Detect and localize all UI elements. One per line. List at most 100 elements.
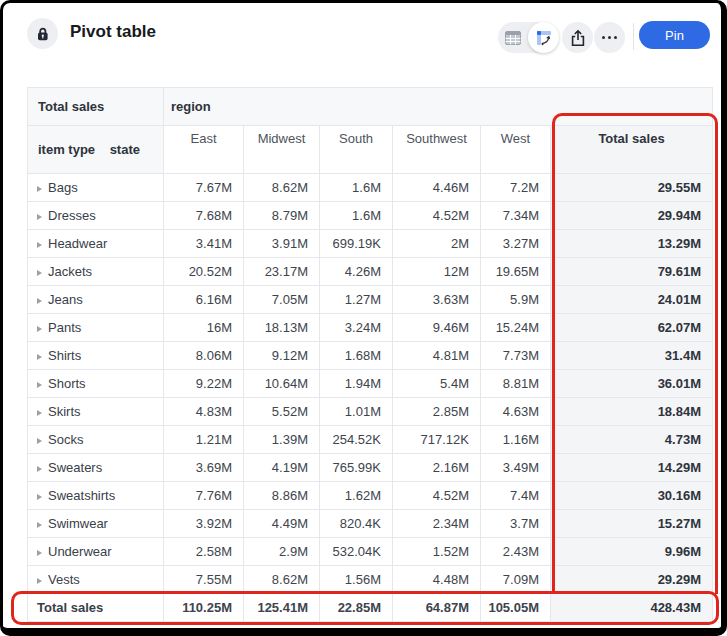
value-cell[interactable]: 16M — [164, 314, 244, 342]
value-cell[interactable]: 7.05M — [244, 286, 320, 314]
expand-chevron-icon[interactable] — [37, 242, 42, 248]
value-cell[interactable]: 29.29M — [551, 566, 713, 594]
value-cell[interactable]: 7.55M — [164, 566, 244, 594]
expand-chevron-icon[interactable] — [37, 270, 42, 276]
row-label-cell[interactable]: Skirts — [28, 398, 164, 426]
value-cell[interactable]: 2M — [393, 230, 481, 258]
value-cell[interactable]: 2.34M — [393, 510, 481, 538]
row-dimension-item-type[interactable]: item type — [38, 142, 95, 157]
value-cell[interactable]: 15.24M — [481, 314, 551, 342]
value-cell[interactable]: 3.49M — [481, 454, 551, 482]
value-cell[interactable]: 18.84M — [551, 398, 713, 426]
row-label-cell[interactable]: Vests — [28, 566, 164, 594]
grand-total-cell[interactable]: 110.25M — [164, 594, 244, 622]
share-button[interactable] — [562, 22, 593, 53]
expand-chevron-icon[interactable] — [37, 214, 42, 220]
value-cell[interactable]: 3.7M — [481, 510, 551, 538]
value-cell[interactable]: 717.12K — [393, 426, 481, 454]
grand-total-cell[interactable]: 64.87M — [393, 594, 481, 622]
value-cell[interactable]: 8.79M — [244, 202, 320, 230]
value-cell[interactable]: 9.46M — [393, 314, 481, 342]
row-label-cell[interactable]: Sweatshirts — [28, 482, 164, 510]
value-cell[interactable]: 7.2M — [481, 174, 551, 202]
value-cell[interactable]: 1.39M — [244, 426, 320, 454]
value-cell[interactable]: 4.73M — [551, 426, 713, 454]
row-dimension-state[interactable]: state — [110, 142, 140, 157]
column-header[interactable]: South — [320, 126, 393, 174]
grand-total-cell[interactable]: 105.05M — [481, 594, 551, 622]
expand-chevron-icon[interactable] — [37, 186, 42, 192]
expand-chevron-icon[interactable] — [37, 354, 42, 360]
value-cell[interactable]: 7.76M — [164, 482, 244, 510]
pin-button[interactable]: Pin — [639, 21, 710, 49]
value-cell[interactable]: 4.46M — [393, 174, 481, 202]
value-cell[interactable]: 4.48M — [393, 566, 481, 594]
value-cell[interactable]: 79.61M — [551, 258, 713, 286]
grand-total-cell[interactable]: 428.43M — [551, 594, 713, 622]
value-cell[interactable]: 9.22M — [164, 370, 244, 398]
value-cell[interactable]: 18.13M — [244, 314, 320, 342]
value-cell[interactable]: 30.16M — [551, 482, 713, 510]
value-cell[interactable]: 4.52M — [393, 482, 481, 510]
row-label-cell[interactable]: Jeans — [28, 286, 164, 314]
column-header[interactable]: Southwest — [393, 126, 481, 174]
value-cell[interactable]: 820.4K — [320, 510, 393, 538]
row-label-cell[interactable]: Shorts — [28, 370, 164, 398]
row-label-cell[interactable]: Swimwear — [28, 510, 164, 538]
value-cell[interactable]: 4.63M — [481, 398, 551, 426]
expand-chevron-icon[interactable] — [37, 438, 42, 444]
value-cell[interactable]: 4.26M — [320, 258, 393, 286]
value-cell[interactable]: 765.99K — [320, 454, 393, 482]
row-label-cell[interactable]: Dresses — [28, 202, 164, 230]
value-cell[interactable]: 13.29M — [551, 230, 713, 258]
lock-button[interactable] — [27, 18, 58, 49]
value-cell[interactable]: 1.01M — [320, 398, 393, 426]
value-cell[interactable]: 1.6M — [320, 174, 393, 202]
value-cell[interactable]: 2.16M — [393, 454, 481, 482]
value-cell[interactable]: 62.07M — [551, 314, 713, 342]
expand-chevron-icon[interactable] — [37, 382, 42, 388]
value-cell[interactable]: 4.19M — [244, 454, 320, 482]
value-cell[interactable]: 532.04K — [320, 538, 393, 566]
column-header[interactable]: West — [481, 126, 551, 174]
row-label-cell[interactable]: Bags — [28, 174, 164, 202]
value-cell[interactable]: 7.68M — [164, 202, 244, 230]
expand-chevron-icon[interactable] — [37, 494, 42, 500]
value-cell[interactable]: 7.4M — [481, 482, 551, 510]
value-cell[interactable]: 4.49M — [244, 510, 320, 538]
column-dimension-label[interactable]: region — [164, 88, 713, 126]
value-cell[interactable]: 1.52M — [393, 538, 481, 566]
expand-chevron-icon[interactable] — [37, 522, 42, 528]
value-cell[interactable]: 1.27M — [320, 286, 393, 314]
value-cell[interactable]: 1.16M — [481, 426, 551, 454]
grand-total-cell[interactable]: 125.41M — [244, 594, 320, 622]
value-cell[interactable]: 29.94M — [551, 202, 713, 230]
value-cell[interactable]: 24.01M — [551, 286, 713, 314]
value-cell[interactable]: 15.27M — [551, 510, 713, 538]
value-cell[interactable]: 14.29M — [551, 454, 713, 482]
value-cell[interactable]: 7.67M — [164, 174, 244, 202]
expand-chevron-icon[interactable] — [37, 466, 42, 472]
value-cell[interactable]: 7.34M — [481, 202, 551, 230]
value-cell[interactable]: 6.16M — [164, 286, 244, 314]
value-cell[interactable]: 1.56M — [320, 566, 393, 594]
value-cell[interactable]: 8.62M — [244, 174, 320, 202]
more-options-button[interactable] — [594, 22, 625, 53]
expand-chevron-icon[interactable] — [37, 298, 42, 304]
value-cell[interactable]: 19.65M — [481, 258, 551, 286]
value-cell[interactable]: 5.4M — [393, 370, 481, 398]
value-cell[interactable]: 1.6M — [320, 202, 393, 230]
value-cell[interactable]: 2.43M — [481, 538, 551, 566]
row-label-cell[interactable]: Headwear — [28, 230, 164, 258]
value-cell[interactable]: 9.12M — [244, 342, 320, 370]
row-label-cell[interactable]: Socks — [28, 426, 164, 454]
expand-chevron-icon[interactable] — [37, 550, 42, 556]
value-cell[interactable]: 3.69M — [164, 454, 244, 482]
expand-chevron-icon[interactable] — [37, 326, 42, 332]
expand-chevron-icon[interactable] — [37, 410, 42, 416]
value-cell[interactable]: 1.21M — [164, 426, 244, 454]
value-cell[interactable]: 2.9M — [244, 538, 320, 566]
value-cell[interactable]: 9.96M — [551, 538, 713, 566]
value-cell[interactable]: 3.63M — [393, 286, 481, 314]
value-cell[interactable]: 2.58M — [164, 538, 244, 566]
